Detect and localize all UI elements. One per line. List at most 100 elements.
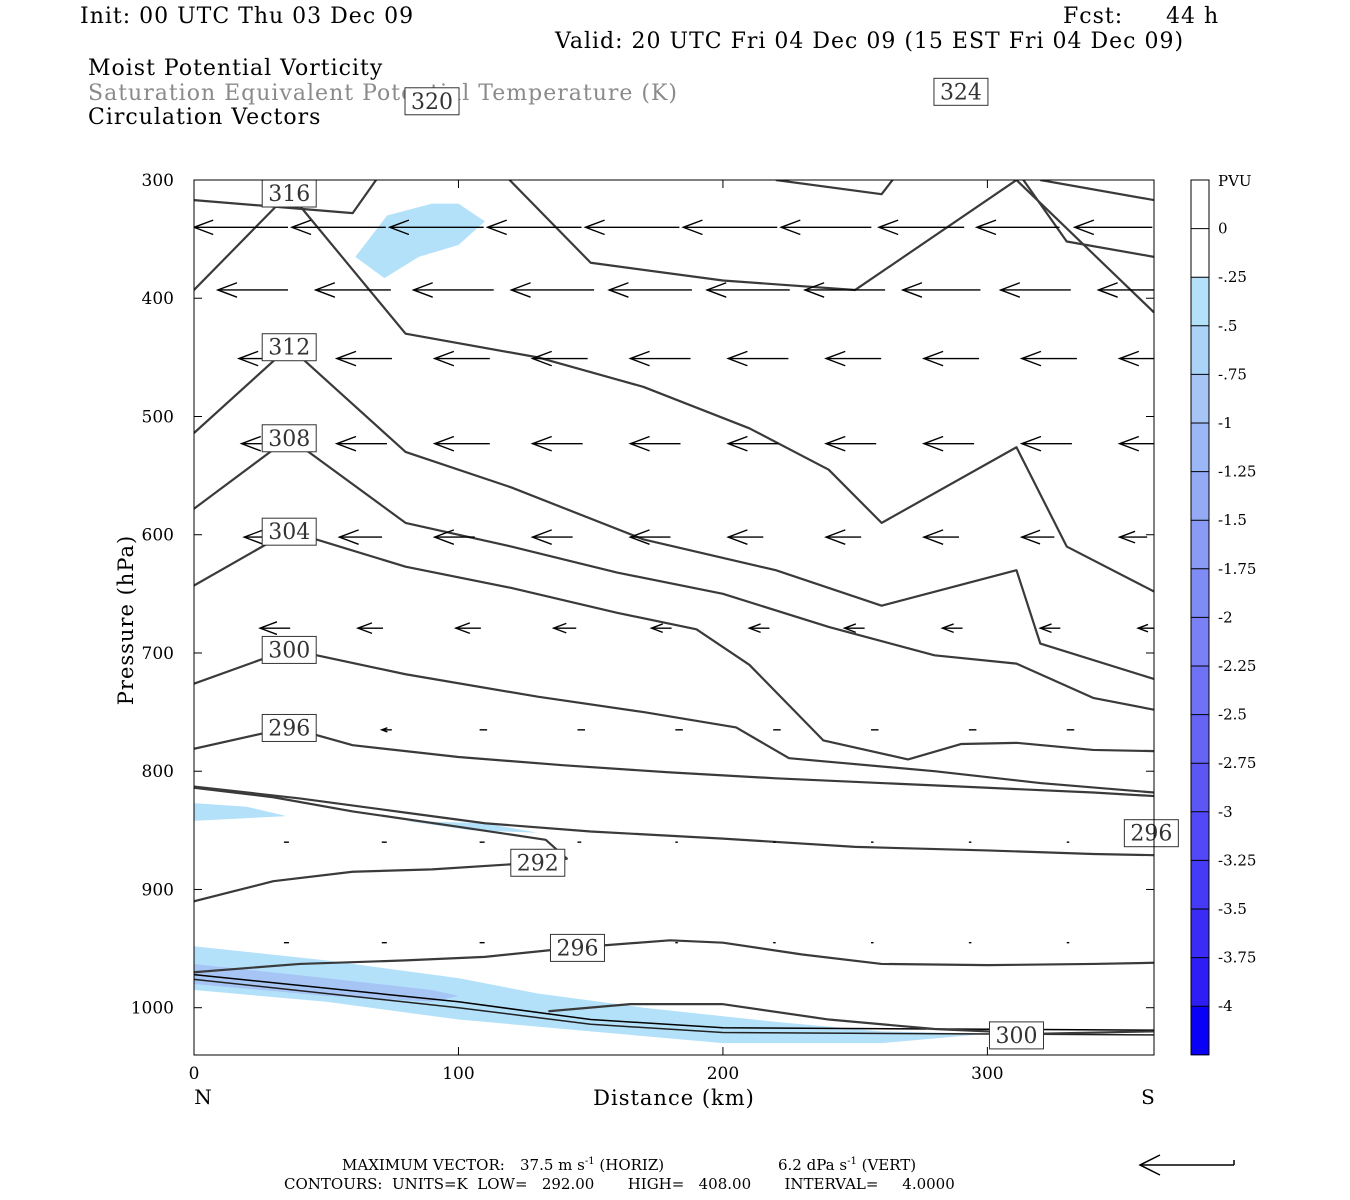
circulation-vector xyxy=(1136,623,1154,633)
x-tick-label: 200 xyxy=(707,1064,739,1084)
circulation-vector xyxy=(215,282,288,298)
colorbar-swatch xyxy=(1191,714,1209,764)
contour-label-box xyxy=(988,1021,1044,1050)
circulation-vector xyxy=(876,219,965,236)
contour-label: 316 xyxy=(268,182,310,207)
valid-time: Valid: 20 UTC Fri 04 Dec 09 (15 EST Fri … xyxy=(555,29,1185,54)
colorbar-swatch xyxy=(1191,568,1209,618)
forecast-hour-value: 44 h xyxy=(1166,4,1220,29)
circulation-vector xyxy=(1019,435,1072,452)
theta-es-contour xyxy=(775,180,1154,258)
circulation-vector xyxy=(705,282,790,298)
contour-label-box xyxy=(510,848,566,877)
field-title-mpv: Moist Potential Vorticity xyxy=(88,56,384,81)
colorbar-swatch xyxy=(1191,666,1209,716)
circulation-vector xyxy=(1117,435,1154,452)
circulation-vector xyxy=(1072,219,1153,236)
circulation-vector xyxy=(998,282,1071,298)
circulation-vector xyxy=(334,350,392,367)
circulation-vector xyxy=(432,350,490,367)
colorbar-label: 0 xyxy=(1218,220,1228,238)
colorbar-swatch xyxy=(1191,860,1209,910)
contour-label: 296 xyxy=(556,936,598,961)
colorbar-label: -2 xyxy=(1218,608,1233,626)
mpv-shaded-region xyxy=(355,203,485,279)
colorbar-swatch xyxy=(1191,325,1209,375)
circulation-vector xyxy=(607,282,692,298)
contour-label-box xyxy=(1123,819,1179,848)
contour-label: 312 xyxy=(268,336,310,361)
theta-es-contour xyxy=(194,648,1154,794)
endpoint-south: S xyxy=(1141,1085,1155,1109)
theta-es-contour xyxy=(194,726,1154,798)
y-tick-label: 1000 xyxy=(131,999,174,1019)
y-tick-label: 900 xyxy=(142,880,174,900)
colorbar-label: -4 xyxy=(1218,997,1233,1015)
circulation-vector xyxy=(337,529,383,545)
circulation-vector xyxy=(726,350,789,367)
terrain-line xyxy=(194,973,1154,1031)
colorbar-swatch xyxy=(1191,617,1209,667)
circulation-vector xyxy=(334,435,387,452)
mpv-shaded-region xyxy=(194,803,287,821)
mpv-shaded-region xyxy=(194,946,988,1044)
mpv-shaded-region xyxy=(194,963,459,1002)
contour-label-box xyxy=(933,77,989,106)
circulation-vector xyxy=(1117,530,1148,544)
circulation-vector xyxy=(628,529,671,545)
circulation-vector xyxy=(1117,350,1154,367)
contour-label-box xyxy=(261,179,317,208)
contour-label-box xyxy=(261,713,317,742)
colorbar-swatch xyxy=(1191,811,1209,861)
circulation-vector xyxy=(974,219,1060,236)
theta-es-contour xyxy=(194,180,1154,314)
theta-es-contour xyxy=(194,786,568,903)
colorbar-label: -.25 xyxy=(1218,268,1247,286)
circulation-vector xyxy=(921,529,960,545)
x-tick-label: 300 xyxy=(971,1064,1003,1084)
colorbar-label: -1.75 xyxy=(1218,560,1256,578)
circulation-vector xyxy=(1019,529,1055,545)
max-vector-horiz: 37.5 m s-1 (HORIZ) xyxy=(520,1156,665,1174)
circulation-vector xyxy=(802,282,886,298)
colorbar-label: -3.5 xyxy=(1218,900,1247,918)
circulation-vector xyxy=(1019,350,1077,367)
theta-es-contour xyxy=(194,785,1154,857)
circulation-vector xyxy=(194,219,288,236)
x-tick-label: 0 xyxy=(189,1064,200,1084)
field-title-vectors: Circulation Vectors xyxy=(88,105,322,130)
contour-info: CONTOURS: UNITS=K LOW= 292.00 HIGH= 408.… xyxy=(284,1175,955,1193)
contour-label: 324 xyxy=(940,80,982,105)
circulation-vector xyxy=(258,621,291,636)
circulation-vector xyxy=(628,435,681,452)
colorbar-swatch xyxy=(1191,277,1209,327)
theta-es-contour xyxy=(194,191,1154,593)
circulation-vector xyxy=(726,435,779,452)
x-tick-label: 100 xyxy=(442,1064,474,1084)
circulation-vector xyxy=(379,727,392,733)
theta-es-contour xyxy=(194,939,1154,974)
y-tick-label: 300 xyxy=(142,171,174,191)
colorbar-label: -.75 xyxy=(1218,365,1247,383)
circulation-vector xyxy=(313,282,391,298)
circulation-vector xyxy=(940,623,963,634)
circulation-vector xyxy=(453,622,481,635)
colorbar-unit: PVU xyxy=(1218,172,1252,190)
colorbar-label: -3 xyxy=(1218,803,1233,821)
colorbar-swatch xyxy=(1191,520,1209,570)
colorbar-label: -2.75 xyxy=(1218,754,1256,772)
colorbar-label: -2.25 xyxy=(1218,657,1256,675)
contour-label: 300 xyxy=(995,1024,1037,1049)
contour-label-box xyxy=(549,933,605,962)
colorbar-label: -2.5 xyxy=(1218,706,1247,724)
colorbar-swatch xyxy=(1191,180,1209,230)
theta-es-contour xyxy=(194,436,1154,711)
colorbar-swatch xyxy=(1191,1006,1209,1056)
theta-es-contour xyxy=(194,345,1154,681)
y-tick-label: 500 xyxy=(142,407,174,427)
circulation-vector xyxy=(900,282,981,298)
circulation-vector xyxy=(530,529,573,545)
y-tick-label: 700 xyxy=(142,644,174,664)
forecast-hour-label: Fcst: xyxy=(1063,4,1124,29)
colorbar-swatch xyxy=(1191,471,1209,521)
